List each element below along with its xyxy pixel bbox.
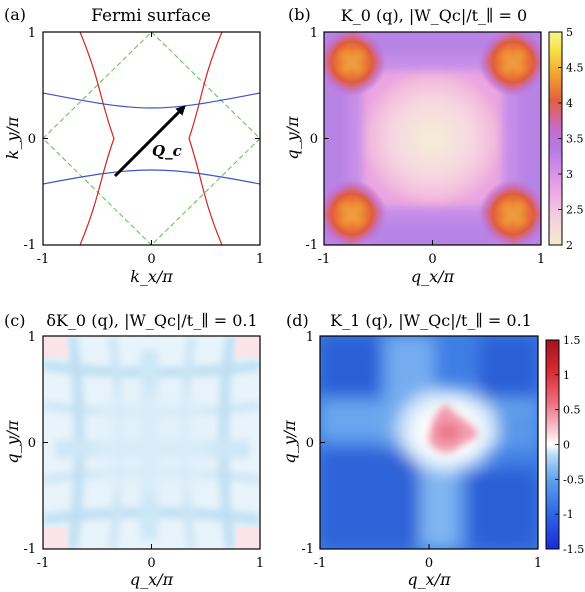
panel-a-ytick-2: -1 <box>23 238 36 253</box>
colorbar-tick-label: 0 <box>563 439 570 452</box>
colorbar-tick-label: -1.5 <box>563 543 584 556</box>
panel-a-xlabel: k_x/π <box>130 267 173 286</box>
colorbar-tick-label: 2 <box>566 239 573 252</box>
panel-b: (b) K_0 (q), |W_Qc|/t_∥ = 0 <box>283 5 584 286</box>
panel-a-ytick-1: 0 <box>28 132 36 147</box>
panel-d-xtick-0: -1 <box>314 556 327 571</box>
panel-b-colorbar-ticks: 5 4.5 4 3.5 3 2.5 2 <box>558 26 584 252</box>
colorbar-tick-label: 1.5 <box>563 334 581 347</box>
colorbar-tick-label: 5 <box>566 26 573 39</box>
colorbar-tick-label: -0.5 <box>563 473 584 486</box>
panel-a-title: Fermi surface <box>91 6 211 26</box>
panel-b-xtick-1: 0 <box>428 252 436 267</box>
panel-d-ytick-1: 0 <box>306 436 314 451</box>
panel-b-ytick-0: 1 <box>310 26 318 41</box>
colorbar-tick-label: 4.5 <box>566 62 584 75</box>
panel-d: (d) K_1 (q), |W_Qc|/t_∥ = 0.1 <box>280 311 584 589</box>
panel-c-xlabel: q_x/π <box>130 570 174 589</box>
panel-b-ylabel: q_y/π <box>283 116 302 160</box>
colorbar-tick-label: 3 <box>566 168 573 181</box>
zone-boundary <box>43 32 260 245</box>
red-band-left <box>79 32 115 245</box>
panel-d-ylabel: q_y/π <box>280 420 299 464</box>
panel-d-heatmap <box>320 336 538 549</box>
colorbar-tick-label: -1 <box>563 508 574 521</box>
panel-a-xtick-1: 0 <box>147 252 155 267</box>
panel-a-ylabel: k_y/π <box>3 116 22 159</box>
panel-c-ytick-2: -1 <box>23 542 36 557</box>
panel-c-xtick-2: 1 <box>256 556 264 571</box>
panel-b-xtick-0: -1 <box>318 252 331 267</box>
panel-b-label: (b) <box>288 5 311 24</box>
panel-d-label: (d) <box>286 311 309 330</box>
panel-d-colorbar-ticks: 1.5 1 0.5 0 -0.5 -1 -1.5 <box>555 334 584 556</box>
panel-b-ytick-2: -1 <box>305 238 318 253</box>
colorbar-tick-label: 3.5 <box>566 133 584 146</box>
panel-b-xtick-2: 1 <box>537 252 545 267</box>
panel-c-ylabel: q_y/π <box>3 420 22 464</box>
panel-d-ytick-2: -1 <box>301 542 314 557</box>
colorbar-tick-label: 1 <box>563 369 570 382</box>
panel-c-title: δK_0 (q), |W_Qc|/t_∥ = 0.1 <box>46 311 257 330</box>
panel-c-xtick-0: -1 <box>37 556 50 571</box>
red-band-right <box>188 32 223 245</box>
colorbar-tick-label: 0.5 <box>563 404 581 417</box>
panel-c: (c) δK_0 (q), |W_Qc|/t_∥ = 0.1 <box>3 311 264 589</box>
panel-b-xlabel: q_x/π <box>411 267 455 286</box>
panel-c-ytick-1: 0 <box>28 436 36 451</box>
panel-b-heatmap <box>324 32 541 245</box>
panel-d-ytick-0: 1 <box>306 330 314 345</box>
panel-a: (a) Fermi surface Q_c -1 0 1 1 0 -1 k_x/… <box>3 5 264 286</box>
panel-d-xtick-1: 0 <box>425 556 433 571</box>
colorbar-tick-label: 2.5 <box>566 204 584 217</box>
panel-c-label: (c) <box>4 311 25 330</box>
panel-a-xtick-0: -1 <box>37 252 50 267</box>
panel-c-ytick-0: 1 <box>28 330 36 345</box>
panel-b-title: K_0 (q), |W_Qc|/t_∥ = 0 <box>341 6 527 25</box>
panel-b-ytick-1: 0 <box>310 132 318 147</box>
panel-d-xtick-2: 1 <box>534 556 542 571</box>
blue-band-top <box>43 92 260 109</box>
panel-a-xtick-2: 1 <box>256 252 264 267</box>
panel-a-ytick-0: 1 <box>28 26 36 41</box>
colorbar-tick-label: 4 <box>566 97 573 110</box>
panel-a-label: (a) <box>4 5 26 24</box>
blue-band-bottom <box>43 169 260 185</box>
panel-d-title: K_1 (q), |W_Qc|/t_∥ = 0.1 <box>330 311 532 330</box>
nesting-vector-arrow <box>113 105 186 178</box>
panel-d-xlabel: q_x/π <box>407 570 451 589</box>
nesting-vector-label: Q_c <box>152 142 182 160</box>
panel-c-xtick-1: 0 <box>147 556 155 571</box>
panel-c-heatmap <box>43 336 260 549</box>
